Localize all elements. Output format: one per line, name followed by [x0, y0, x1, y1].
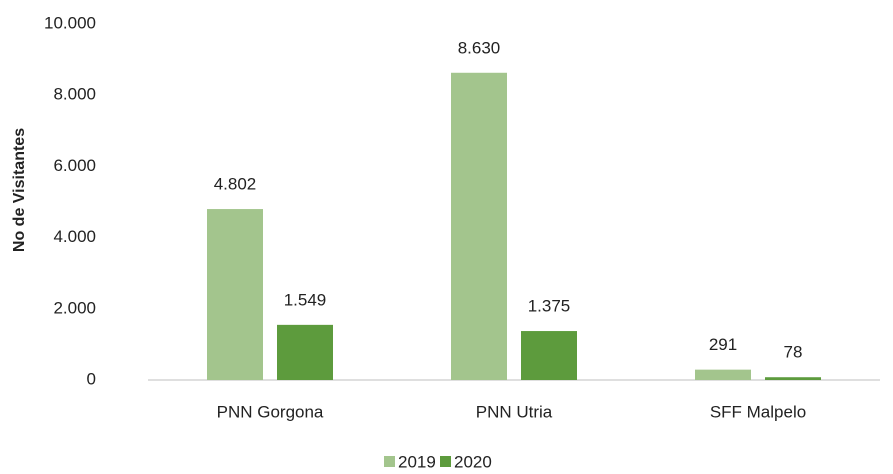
value-label: 78: [784, 343, 803, 362]
x-tick-label: PNN Gorgona: [217, 402, 324, 421]
bar: [765, 377, 821, 380]
y-tick-label: 2.000: [53, 298, 96, 317]
value-label: 291: [709, 335, 737, 354]
legend-label: 2020: [454, 452, 492, 471]
x-tick-label: SFF Malpelo: [710, 402, 806, 421]
value-label: 1.375: [528, 297, 571, 316]
value-label: 1.549: [284, 290, 327, 309]
y-tick-label: 10.000: [44, 13, 96, 32]
y-tick-label: 8.000: [53, 85, 96, 104]
y-axis-label: No de Visitantes: [11, 128, 28, 252]
bar: [451, 72, 507, 380]
bar: [207, 209, 263, 380]
bar: [695, 369, 751, 380]
legend-label: 2019: [398, 452, 436, 471]
bar: [521, 331, 577, 380]
y-tick-label: 0: [87, 369, 96, 388]
y-tick-label: 6.000: [53, 156, 96, 175]
bar: [277, 324, 333, 380]
value-label: 8.630: [458, 38, 501, 57]
y-tick-label: 4.000: [53, 227, 96, 246]
x-tick-label: PNN Utria: [476, 402, 553, 421]
legend-swatch: [384, 456, 395, 467]
legend-swatch: [440, 456, 451, 467]
value-label: 4.802: [214, 175, 257, 194]
